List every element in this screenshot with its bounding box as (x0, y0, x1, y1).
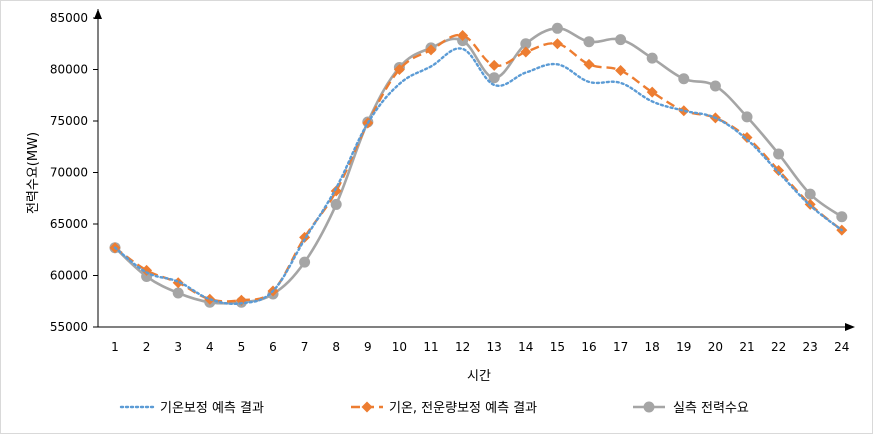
series-2 (109, 30, 848, 306)
y-axis-title: 전력수요(MW) (26, 132, 41, 214)
data-point (583, 58, 595, 70)
data-point (646, 52, 658, 64)
data-point (330, 198, 342, 210)
x-tick-label: 4 (206, 340, 214, 354)
data-point (678, 73, 690, 85)
y-tick-label: 75000 (50, 114, 88, 128)
x-axis-title: 시간 (467, 369, 491, 384)
data-point (741, 111, 753, 123)
x-tick-label: 5 (238, 340, 246, 354)
x-tick-label: 18 (645, 340, 660, 354)
x-tick-label: 2 (143, 340, 151, 354)
data-point (488, 59, 500, 71)
x-tick-label: 11 (423, 340, 438, 354)
data-point (773, 148, 785, 160)
data-point (615, 34, 627, 46)
x-tick-label: 1 (111, 340, 119, 354)
y-tick-label: 70000 (50, 166, 88, 180)
x-tick-label: 13 (487, 340, 502, 354)
x-tick-label: 16 (581, 340, 596, 354)
x-tick-label: 17 (613, 340, 628, 354)
x-tick-label: 22 (771, 340, 786, 354)
data-point (520, 46, 532, 58)
series-line (114, 33, 843, 303)
data-point (520, 38, 532, 50)
data-point (773, 164, 785, 176)
data-point (646, 86, 658, 98)
legend-item-1: 기온보정 예측 결과 (119, 401, 264, 416)
x-tick-label: 8 (332, 340, 340, 354)
legend-swatch-marker (361, 401, 373, 413)
data-point (615, 65, 627, 77)
legend-item-3: 실측 전력수요 (633, 401, 749, 416)
data-point (551, 22, 563, 34)
y-tick-label: 60000 (50, 269, 88, 283)
x-tick-label: 24 (834, 340, 849, 354)
data-point (678, 105, 690, 117)
x-tick-label: 23 (803, 340, 818, 354)
data-point (488, 72, 500, 84)
series-1 (113, 47, 843, 306)
data-point (299, 256, 311, 268)
data-point (741, 131, 753, 143)
legend: 기온보정 예측 결과 기온, 전운량보정 예측 결과 실측 전력수요 (119, 401, 749, 416)
legend-swatch-marker (643, 401, 655, 413)
x-tick-label: 14 (518, 340, 533, 354)
data-point (583, 36, 595, 48)
y-tick-label: 80000 (50, 63, 88, 77)
data-point (425, 44, 437, 56)
x-tick-label: 9 (364, 340, 372, 354)
x-tick-label: 20 (708, 340, 723, 354)
series-line (114, 26, 843, 305)
data-point (836, 211, 848, 223)
legend-label: 실측 전력수요 (673, 401, 749, 416)
x-tick-label: 12 (455, 340, 470, 354)
x-tick-label: 3 (174, 340, 182, 354)
x-tick-label: 7 (301, 340, 309, 354)
series-line (113, 47, 843, 306)
y-axis-arrow (94, 9, 102, 19)
data-point (172, 287, 184, 299)
x-tick-label: 21 (739, 340, 754, 354)
x-tick-label: 19 (676, 340, 691, 354)
x-tick-label: 6 (269, 340, 277, 354)
data-point (709, 80, 721, 92)
x-tick-label: 15 (550, 340, 565, 354)
x-tick-label: 10 (392, 340, 407, 354)
legend-label: 기온, 전운량보정 예측 결과 (389, 401, 537, 416)
legend-item-2: 기온, 전운량보정 예측 결과 (351, 401, 537, 416)
data-point (551, 38, 563, 50)
x-axis-arrow (845, 323, 855, 331)
legend-label: 기온보정 예측 결과 (160, 401, 264, 416)
data-point (804, 188, 816, 200)
y-tick-label: 65000 (50, 217, 88, 231)
y-tick-label: 55000 (50, 320, 88, 334)
y-tick-label: 85000 (50, 11, 88, 25)
data-point (393, 64, 405, 75)
